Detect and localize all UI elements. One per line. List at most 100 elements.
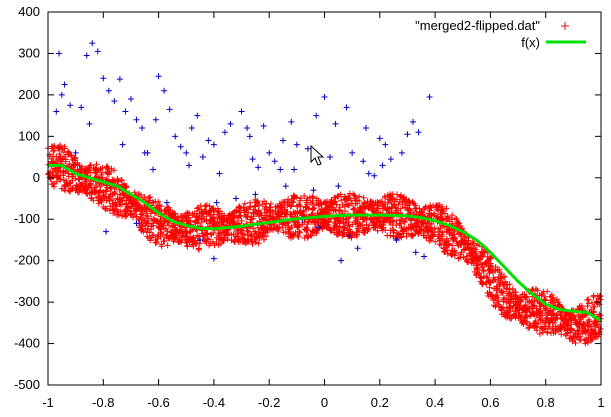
data-point: [167, 229, 174, 236]
data-point: [267, 200, 274, 207]
data-point: [278, 213, 285, 220]
axis-ticks: -1 -0.8 -0.6 -0.4 -0.2 0 0.2 0.4 0.6 0.8 1 400 300 20…: [14, 4, 605, 410]
outlier-point: [116, 76, 123, 83]
data-point: [361, 227, 368, 234]
outlier-point: [86, 120, 93, 127]
data-point: [211, 217, 218, 224]
data-point: [269, 210, 276, 217]
data-point: [335, 207, 342, 214]
data-point: [523, 294, 530, 301]
data-point: [427, 202, 434, 209]
data-point: [118, 177, 125, 184]
data-point: [572, 331, 579, 338]
data-point: [398, 234, 405, 241]
data-point: [503, 285, 510, 292]
data-point: [200, 213, 207, 220]
data-point: [558, 331, 565, 338]
data-point: [152, 239, 159, 246]
outlier-point: [194, 112, 201, 119]
data-point: [487, 262, 494, 269]
data-point: [587, 330, 594, 337]
data-point: [538, 310, 545, 317]
data-point: [48, 143, 55, 150]
data-point: [209, 238, 216, 245]
data-point: [80, 183, 87, 190]
outlier-point: [291, 166, 298, 173]
x-tick-label: 0.2: [371, 395, 389, 410]
data-point: [261, 198, 268, 205]
data-point: [97, 183, 104, 190]
data-point: [500, 304, 507, 311]
data-point: [274, 223, 281, 230]
data-point: [462, 241, 469, 248]
data-point: [272, 213, 279, 220]
data-point: [296, 197, 303, 204]
data-point: [457, 251, 464, 258]
data-point: [526, 298, 533, 305]
data-point: [445, 214, 452, 221]
data-point: [408, 217, 415, 224]
data-point: [195, 245, 202, 252]
data-point: [85, 166, 92, 173]
data-point: [106, 168, 113, 175]
data-point: [522, 295, 529, 302]
data-point: [389, 194, 396, 201]
data-point: [337, 218, 344, 225]
outlier-point: [199, 154, 206, 161]
outlier-point: [67, 102, 74, 109]
outlier-point: [58, 91, 65, 98]
data-point: [62, 182, 69, 189]
data-point: [305, 205, 312, 212]
data-point: [282, 211, 289, 218]
data-point: [52, 166, 59, 173]
data-point: [393, 222, 400, 229]
data-point: [397, 217, 404, 224]
data-point: [494, 291, 501, 298]
data-point: [389, 204, 396, 211]
outlier-point: [227, 120, 234, 127]
data-point: [205, 236, 212, 243]
outlier-point: [188, 125, 195, 132]
data-point: [460, 246, 467, 253]
data-point: [561, 323, 568, 330]
data-point: [428, 226, 435, 233]
data-point: [344, 222, 351, 229]
data-point: [332, 198, 339, 205]
data-point: [471, 268, 478, 275]
outlier-point: [72, 149, 79, 156]
series-merged2-flipped-points: [45, 142, 604, 347]
data-point: [158, 241, 165, 248]
data-point: [356, 204, 363, 211]
data-point: [354, 218, 361, 225]
data-point: [475, 270, 482, 277]
data-point: [393, 230, 400, 237]
data-point: [261, 236, 268, 243]
data-point: [382, 194, 389, 201]
x-tick-label: -0.4: [203, 395, 225, 410]
data-point: [184, 236, 191, 243]
data-point: [211, 211, 218, 218]
data-point: [472, 246, 479, 253]
data-point: [290, 193, 297, 200]
x-tick-label: 0: [321, 395, 328, 410]
data-point: [577, 320, 584, 327]
data-point: [195, 215, 202, 222]
data-point: [360, 194, 367, 201]
data-point: [119, 211, 126, 218]
data-point: [112, 199, 119, 206]
data-point: [441, 248, 448, 255]
data-point: [322, 208, 329, 215]
data-point: [507, 304, 514, 311]
data-point: [344, 227, 351, 234]
data-point: [537, 308, 544, 315]
data-point: [245, 236, 252, 243]
outlier-point: [280, 137, 287, 144]
data-point: [496, 269, 503, 276]
outlier-point: [343, 104, 350, 111]
data-point: [123, 212, 130, 219]
data-point: [62, 153, 69, 160]
data-point: [116, 196, 123, 203]
outlier-point: [338, 257, 345, 264]
data-point: [138, 192, 145, 199]
data-point: [589, 326, 596, 333]
